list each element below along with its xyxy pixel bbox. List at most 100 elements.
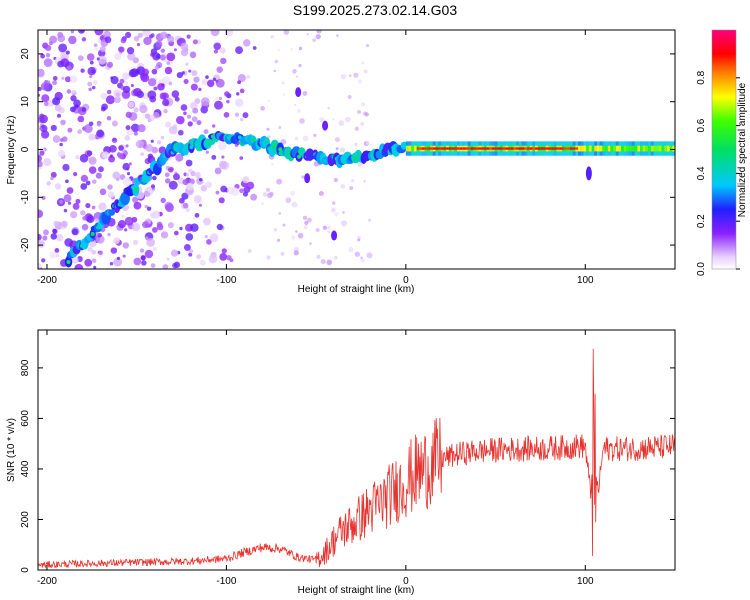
spectrogram-cell [109,145,117,153]
spectrogram-cell [52,75,58,81]
spectrogram-cell [661,145,665,152]
spectrogram-cell [610,145,614,152]
spectrogram-cell [150,33,155,38]
spectrogram-cell [348,247,354,253]
spectrogram-cell [133,87,142,97]
spectrogram-cell [334,212,339,217]
spectrogram-cell [118,145,124,151]
spectrogram-cell [60,138,64,142]
spectrogram-cell [38,209,44,218]
snr-frame [37,329,676,571]
spectrogram-cell [66,89,72,94]
spectrogram-cell [216,66,223,73]
spectrogram-cell [146,206,152,211]
spectrogram-cell [57,149,66,157]
spectrogram-cell [113,257,123,267]
spectrogram-cell [70,211,78,219]
spectrogram-cell [111,120,118,127]
spectrogram-cell [535,147,539,150]
spectrogram-cell [360,258,365,263]
spectrogram-cell [203,217,211,226]
spectrogram-cell [296,108,301,113]
spectrogram-cell [224,91,230,97]
spectrogram-cell [125,144,129,148]
spectrogram-cell [666,145,670,152]
spectrogram-cell [237,74,246,83]
spectrogram-cell [315,227,320,233]
spectrogram-cell [318,190,324,196]
spectrogram-cell [354,142,358,146]
spectrogram-cell [87,66,96,76]
spectrogram-cell [459,147,463,150]
spectrogram-cell [548,147,552,150]
spectrogram-cell [513,147,517,150]
spectrogram-cell [333,177,339,183]
spectrogram-cell [108,209,115,216]
spectrogram-cell [672,145,675,152]
spectrogram-cell [182,202,189,209]
spectrogram-cell [588,145,592,152]
spectrogram-cell [297,232,304,239]
spectrogram-cell [128,101,135,108]
spectrogram-cell [187,121,193,127]
spectrogram-cell [144,113,151,119]
spectrogram-cell [462,147,466,150]
snr-y-tick-label: 200 [20,511,31,528]
spectrogram-cell [41,94,50,103]
spectrogram-cell [497,147,501,150]
spectrogram-cell [578,145,582,152]
spectrogram-cell [508,147,512,150]
spectrogram-cell [160,48,166,53]
spectrogram-cell [176,71,183,79]
spectrogram-cell [602,145,606,152]
spectrogram-cell [605,145,609,152]
spectrogram-cell [164,66,173,75]
spectrogram-cell [162,76,171,85]
spectrogram-cell [543,147,547,150]
spectrogram-cell [292,69,297,74]
spectrogram-cell [640,145,644,152]
spectrogram-cell [360,121,365,126]
spectrogram-cell [110,76,119,85]
spectrogram-cell [291,201,298,208]
spectrogram-cell [261,202,264,205]
spectrogram-cell [150,139,154,143]
spectrogram-cell [122,85,131,94]
spectrogram-cell [41,258,46,263]
spectrogram-cell [96,129,105,138]
spectrogram-cell [575,147,579,150]
spectrogram-cell [128,69,137,78]
spectrogram-cell [270,35,274,39]
spectrogram-cell [559,147,563,150]
spectrogram-cell [191,116,198,122]
spectrogram-cell [360,256,363,259]
spectrogram-cell [331,201,336,205]
spectrogram-cell [102,151,110,159]
spectrogram-cell [235,98,244,107]
spectrogram-cell [110,247,118,254]
spectrogram-cell [125,31,132,39]
spectrogram-cell [120,37,127,44]
spectrogram-cell [502,147,506,150]
spectrogram-cell [645,145,649,152]
spectrogram-cell [133,201,142,210]
spectrogram-cell [199,259,206,266]
spectrogram-cell [532,147,536,150]
spectrogram-cell [40,82,50,91]
spectrogram-cell [142,221,150,229]
spectrogram-cell [150,184,156,189]
spectrogram-cell [183,243,191,251]
spectrogram-cell [163,108,168,114]
spectrogram-cell [599,145,603,152]
spectrogram-cell [81,107,87,112]
spectrogram-cell [103,30,111,39]
spectrogram-cell [112,171,121,180]
spectrogram-cell [90,231,95,236]
spectrogram-cell [66,187,74,194]
spectrogram-cell [327,230,331,234]
spectrogram-cell [591,145,595,152]
spectrogram-cell [133,107,139,113]
spectrogram-cell [327,107,330,110]
spectrogram-cell [570,147,574,150]
